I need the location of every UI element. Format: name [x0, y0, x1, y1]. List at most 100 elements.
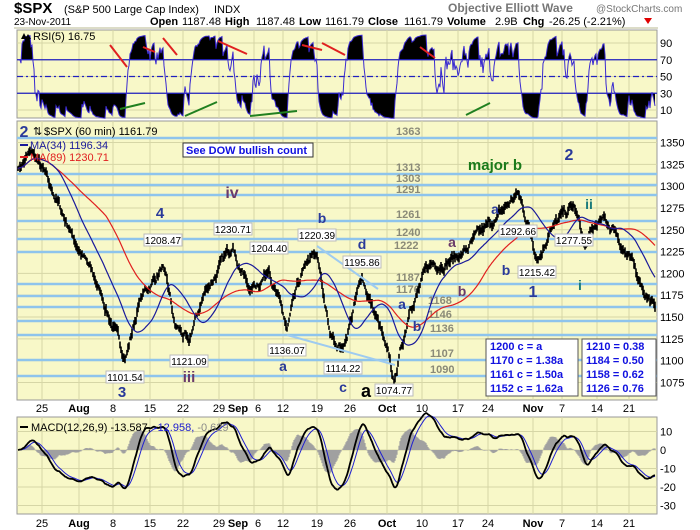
- price-callout: 1195.86: [344, 258, 380, 269]
- price-callout-box: [213, 222, 253, 236]
- price-title: $SPX (60 min) 1161.79: [44, 126, 158, 138]
- macd-legend: MACD(12,26,9) -13.587, -12.958, -0.629: [31, 422, 229, 434]
- level-label: 1303: [396, 173, 420, 185]
- x-tick-label: Oct: [378, 518, 397, 530]
- macd-tick-label: 0: [660, 445, 666, 457]
- price-callout-box: [374, 383, 414, 397]
- price-callout-box: [249, 241, 289, 255]
- wave-label: a: [448, 234, 456, 250]
- price-callout-box: [105, 370, 145, 384]
- x-tick-label: 21: [623, 403, 635, 415]
- level-label: 1261: [396, 209, 420, 221]
- x-tick-label: Aug: [68, 403, 89, 415]
- price-tick-label: 1325: [660, 159, 684, 171]
- target-line: 1152 c = 1.62a: [490, 383, 564, 395]
- target-line: 1161 c = 1.50a: [490, 369, 564, 381]
- brand: Objective Elliott Wave: [448, 1, 573, 15]
- x-tick-label: 25: [36, 518, 48, 530]
- price-callout-box: [143, 233, 183, 247]
- x-tick-label: Sep: [228, 403, 248, 415]
- ma89-legend: MA(89) 1230.71: [30, 152, 109, 164]
- x-tick-label: 8: [110, 518, 116, 530]
- price-callout: 1215.42: [519, 268, 556, 279]
- exchange: INDX: [214, 4, 241, 16]
- axes: 2525AugAug88151522222929SepSep6612121919…: [36, 38, 685, 530]
- macd-line: [17, 411, 656, 491]
- rsi-oversold-fill: [35, 93, 655, 118]
- price-callout-box: [267, 343, 307, 357]
- x-tick-label: 21: [623, 518, 635, 530]
- x-tick-label: 10: [416, 403, 428, 415]
- chg-value: -26.25 (-2.21%): [549, 16, 625, 28]
- x-tick-label: 24: [482, 403, 494, 415]
- wave-label: i: [578, 277, 582, 293]
- macd-tick-label: 10: [660, 427, 672, 439]
- wave-label: a: [279, 358, 287, 374]
- wave-label: iii: [183, 369, 196, 386]
- wave-label: 2: [565, 147, 574, 164]
- wave-label: b: [318, 210, 327, 226]
- x-tick-label: Sep: [228, 518, 248, 530]
- price-callout: 1101.54: [107, 373, 143, 384]
- price-callout-box: [498, 224, 538, 238]
- x-tick-label: 12: [277, 518, 289, 530]
- price-tick-label: 1300: [660, 181, 684, 193]
- macd-tick-label: -20: [660, 482, 676, 494]
- wave-label: c: [339, 379, 347, 395]
- price-plot: [17, 146, 656, 387]
- level-label: 1222: [394, 240, 418, 252]
- x-tick-label: 8: [110, 403, 116, 415]
- x-tick-label: 19: [311, 518, 323, 530]
- x-tick-label: 14: [591, 518, 603, 530]
- rsi-tick-label: 70: [660, 55, 672, 67]
- level-label: 1176: [396, 284, 420, 296]
- macd-tick-label: -10: [660, 464, 676, 476]
- x-tick-label: 17: [452, 403, 464, 415]
- price-tick-label: 1200: [660, 268, 684, 280]
- price-callout: 1277.55: [556, 236, 593, 247]
- targets-box-2: 1210 = 0.38 1184 = 0.50 1158 = 0.62 1126…: [581, 338, 657, 397]
- rsi-line: [18, 34, 656, 119]
- x-tick-label: 22: [177, 518, 189, 530]
- ma34-legend: MA(34) 1196.34: [30, 140, 108, 152]
- wave-label: b: [502, 262, 511, 278]
- wave-label: b: [458, 283, 467, 299]
- rsi-resistance-line: [301, 44, 323, 51]
- x-tick-label: 25: [36, 403, 48, 415]
- close-label: Close: [368, 16, 398, 28]
- macd-plot: [17, 411, 656, 491]
- rsi-resistance-line: [321, 42, 346, 56]
- wave-label: major b: [468, 157, 522, 174]
- price-callout: 1220.39: [299, 231, 336, 242]
- wave-label: 3: [118, 384, 126, 401]
- price-tick-label: 1350: [660, 138, 684, 150]
- x-tick-label: 19: [311, 403, 323, 415]
- price-callout: 1114.22: [326, 364, 361, 375]
- rsi-support-line: [465, 102, 491, 116]
- level-label: 1090: [430, 364, 454, 376]
- volume-label: Volume: [447, 16, 486, 28]
- wave-label: iv: [225, 185, 238, 202]
- rsi-tick-label: 50: [660, 72, 672, 84]
- rsi-legend-icon: [21, 33, 31, 39]
- price-tick-label: 1225: [660, 247, 684, 259]
- wave-label: ii: [585, 196, 593, 212]
- wave-label: 2: [20, 124, 29, 141]
- rsi-tick-label: 30: [660, 88, 672, 100]
- retrace-line: 1126 = 0.76: [586, 383, 644, 395]
- rsi-resistance-line: [162, 37, 178, 56]
- volume-value: 2.9B: [495, 16, 518, 28]
- price-callout: 1136.07: [269, 346, 305, 357]
- trendline: [286, 334, 396, 366]
- x-tick-label: Nov: [523, 518, 545, 530]
- wave-label: a: [361, 381, 372, 401]
- rsi-resistance-line: [142, 46, 156, 53]
- x-tick-label: 29: [213, 518, 225, 530]
- price-tick-label: 1075: [660, 377, 684, 389]
- x-tick-label: Oct: [378, 403, 397, 415]
- index-name: (S&P 500 Large Cap Index): [64, 4, 199, 16]
- price-tick-label: 1150: [660, 312, 684, 324]
- price-callout-box: [517, 265, 557, 279]
- x-tick-label: Nov: [523, 403, 545, 415]
